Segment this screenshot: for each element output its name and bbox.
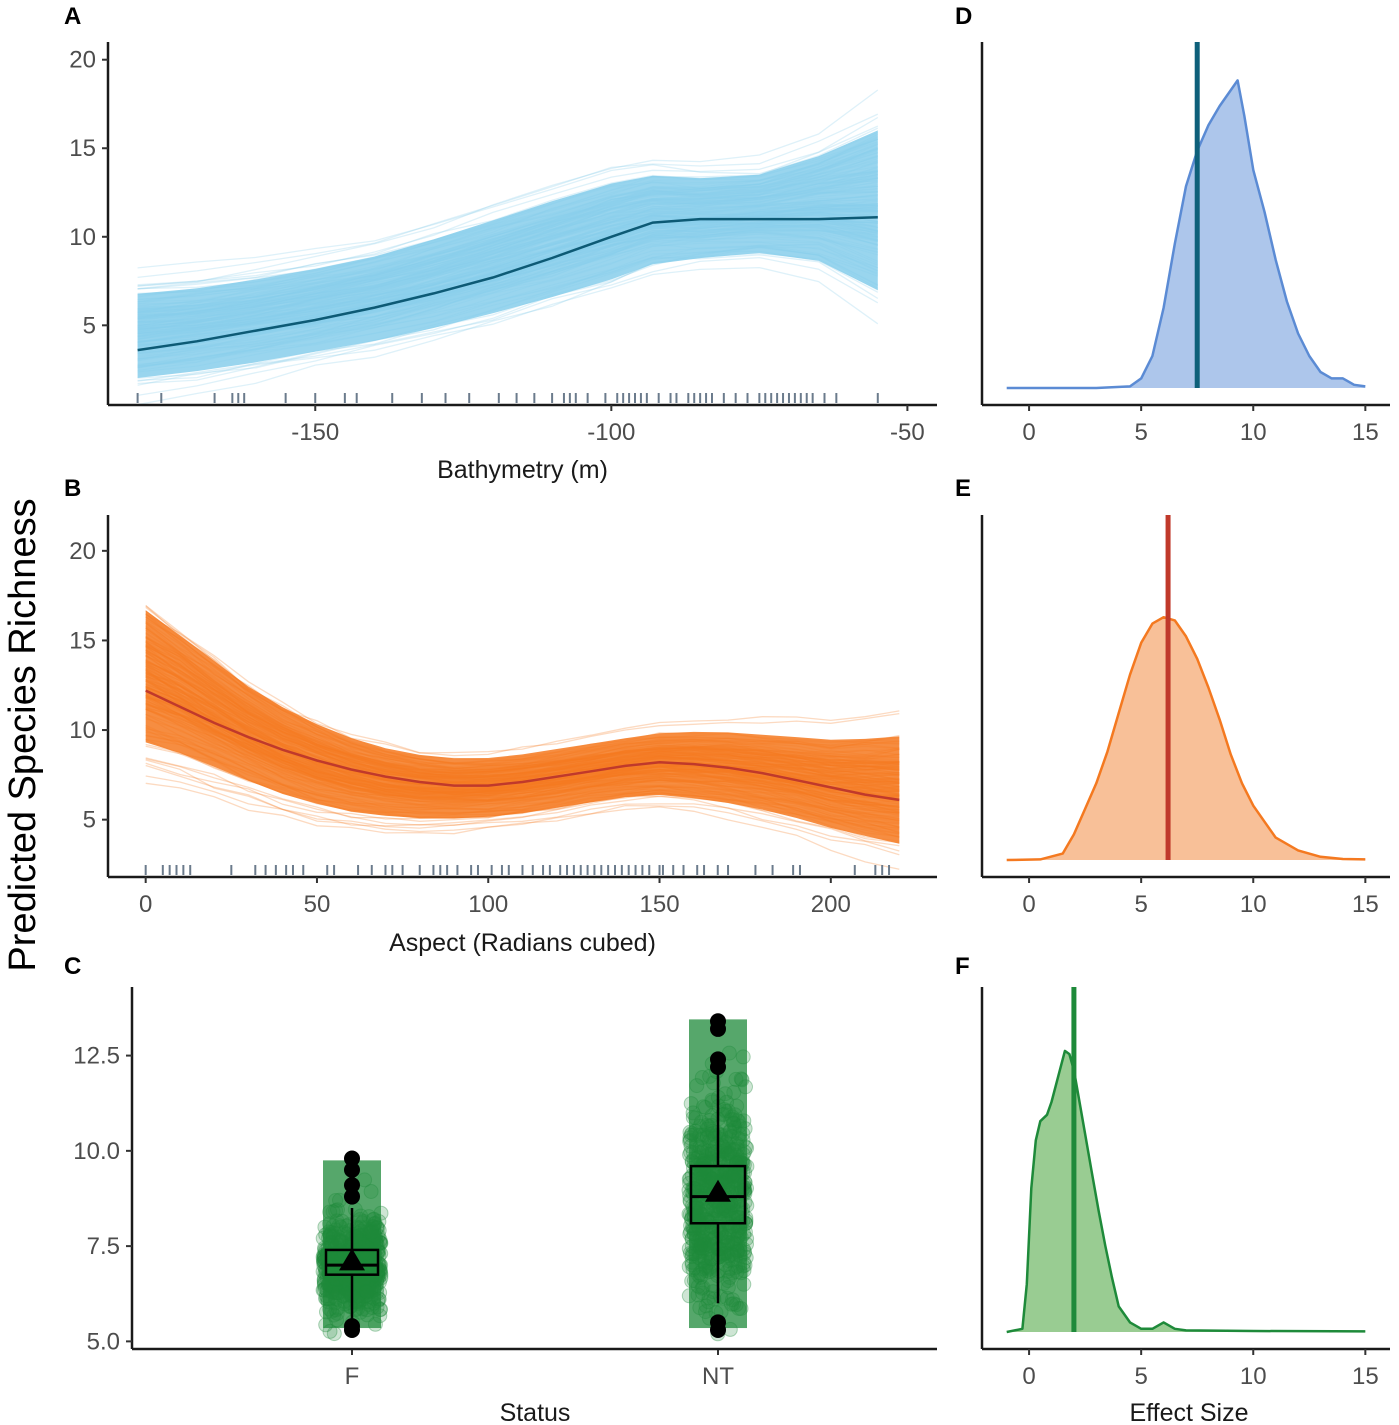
panel-letter-f: F <box>955 953 970 980</box>
bathymetry-panel: 5 10 15 20 -150 -100 -50 Bathymetry (m) <box>69 42 937 484</box>
replicate-line <box>137 116 879 287</box>
y-tick-label: 10 <box>69 224 96 251</box>
mean-marker <box>705 1179 731 1202</box>
outlier-point <box>344 1318 360 1335</box>
y-tick-label: 10 <box>69 717 96 744</box>
replicate-line <box>145 614 900 757</box>
mean-fit-line-a <box>137 216 878 352</box>
density-area-e <box>1006 617 1366 860</box>
density-curve-d <box>1006 79 1366 390</box>
density-panel-f: 0 5 10 15 Effect Size <box>980 987 1390 1425</box>
density-curve-f <box>1006 1049 1366 1334</box>
density-area-f <box>1006 1050 1366 1332</box>
x-tick-label: 100 <box>468 891 508 918</box>
replicate-line <box>145 782 900 856</box>
shared-y-axis-label: Predicted Species Richness <box>2 498 44 971</box>
y-tick-label: 15 <box>69 135 96 162</box>
x-tick-label: 200 <box>811 891 851 918</box>
rug-a <box>136 393 879 403</box>
y-tick-label: 15 <box>69 627 96 654</box>
density-panel-e: 0 5 10 15 <box>980 515 1390 918</box>
x-tick-label: 150 <box>640 891 680 918</box>
replicate-line <box>145 764 900 852</box>
x-tick-label: 0 <box>1022 891 1035 918</box>
data-point <box>326 1326 342 1342</box>
x-tick-label: 10 <box>1240 419 1267 446</box>
y-tick-label: 5 <box>83 807 96 834</box>
x-tick-label: 50 <box>304 891 331 918</box>
x-axis-title-b: Aspect (Radians cubed) <box>389 929 656 957</box>
outlier-point <box>710 1314 726 1331</box>
rug-b <box>144 865 891 875</box>
density-panel-d: 0 5 10 15 <box>980 42 1390 446</box>
x-tick-label: 5 <box>1134 891 1147 918</box>
replicate-line <box>137 113 879 279</box>
replicate-line <box>145 757 900 847</box>
y-tick-label: 10.0 <box>73 1138 120 1165</box>
confidence-band-b <box>145 610 900 844</box>
x-tick-label: -150 <box>291 419 339 446</box>
replicate-line <box>137 256 879 382</box>
replicate-line <box>137 89 879 287</box>
replicate-line <box>137 131 879 269</box>
mean-fit-line-b <box>145 689 900 802</box>
outlier-point <box>344 1161 360 1178</box>
y-tick-label: 5.0 <box>87 1328 120 1355</box>
x-tick-label: 0 <box>139 891 152 918</box>
y-tick-label: 5 <box>83 312 96 339</box>
x-tick-label: F <box>345 1363 360 1390</box>
panel-letter-e: E <box>955 475 971 502</box>
y-tick-label: 20 <box>69 47 96 74</box>
status-panel: F NT 5.0 7.5 10.0 12.5 Status <box>73 987 937 1425</box>
box-nt <box>689 1164 747 1225</box>
outlier-point <box>344 1150 360 1167</box>
y-tick-label: 7.5 <box>87 1233 120 1260</box>
y-tick-label: 12.5 <box>73 1043 120 1070</box>
density-curve-e <box>1006 615 1366 862</box>
outlier-point <box>710 1051 726 1068</box>
x-tick-label: 15 <box>1352 891 1379 918</box>
x-tick-label: 10 <box>1240 891 1267 918</box>
replicate-line <box>137 266 879 379</box>
mean-marker <box>339 1248 365 1271</box>
x-tick-label: 10 <box>1240 1363 1267 1390</box>
density-area-d <box>1006 80 1366 389</box>
x-tick-label: NT <box>702 1363 734 1390</box>
panel-letter-c: C <box>64 953 81 980</box>
panel-letter-a: A <box>64 3 81 30</box>
outlier-point <box>344 1188 360 1205</box>
x-tick-label: 0 <box>1022 1363 1035 1390</box>
x-tick-label: 0 <box>1022 419 1035 446</box>
replicate-line <box>145 759 900 870</box>
x-tick-label: 5 <box>1134 419 1147 446</box>
x-axis-title-a: Bathymetry (m) <box>437 456 608 484</box>
x-axis-title-c: Status <box>500 1399 571 1425</box>
y-tick-label: 20 <box>69 538 96 565</box>
panel-letter-d: D <box>955 3 972 30</box>
x-tick-label: 15 <box>1352 419 1379 446</box>
x-tick-label: -100 <box>587 419 635 446</box>
x-axis-title-f: Effect Size <box>1129 1399 1248 1425</box>
outlier-point <box>710 1013 726 1030</box>
x-tick-label: -50 <box>890 419 925 446</box>
x-tick-label: 15 <box>1352 1363 1379 1390</box>
panel-letter-b: B <box>64 475 81 502</box>
confidence-band-a <box>137 130 878 378</box>
x-tick-label: 5 <box>1134 1363 1147 1390</box>
outlier-point <box>344 1177 360 1194</box>
